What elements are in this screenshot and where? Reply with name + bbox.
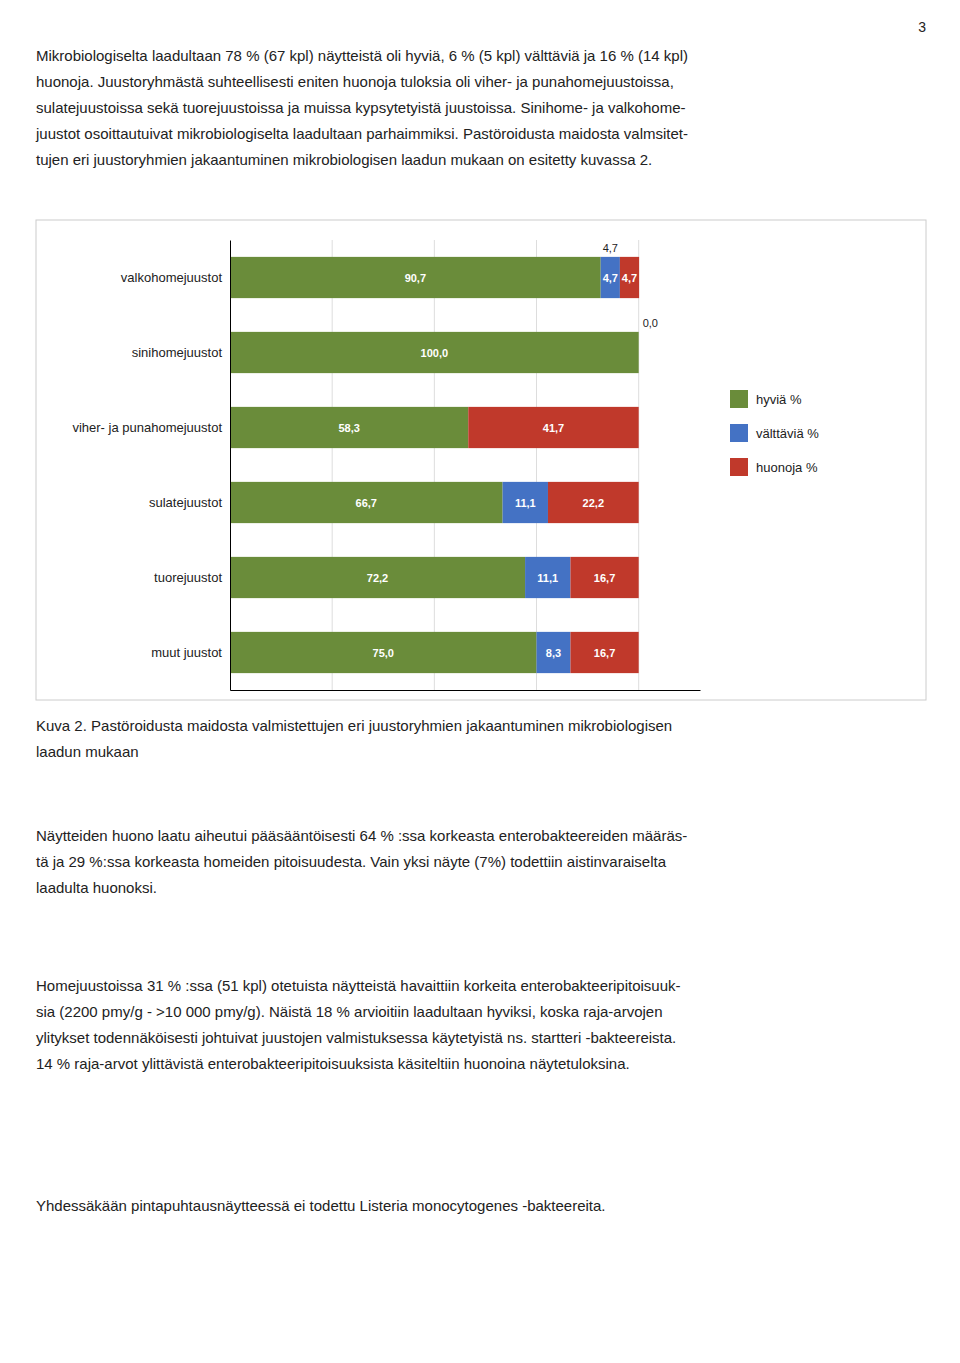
caption-line: Kuva 2. Pastöroidusta maidosta valmistet… (36, 717, 672, 734)
data-label: 66,7 (356, 497, 377, 509)
y-tick: sulatejuustot (149, 495, 222, 510)
data-label: 8,3 (546, 647, 561, 659)
paragraph-line: tä ja 29 %:ssa korkeasta homeiden pitois… (36, 853, 667, 870)
legend-swatch (730, 390, 748, 408)
chart-frame (36, 220, 926, 700)
legend-label: välttäviä % (756, 426, 819, 441)
paragraph-line: Homejuustoissa 31 % :ssa (51 kpl) otetui… (36, 977, 681, 994)
legend-label: huonoja % (756, 460, 818, 475)
bar (548, 482, 639, 523)
bar (230, 482, 503, 523)
data-label: 72,2 (367, 572, 388, 584)
legend-swatch (730, 424, 748, 442)
data-label: 16,7 (594, 572, 615, 584)
data-label: 4,7 (603, 272, 618, 284)
page-number: 3 (918, 19, 926, 35)
paragraph-line: Mikrobiologiselta laadultaan 78 % (67 kp… (36, 47, 688, 64)
y-tick: viher- ja punahomejuustot (72, 420, 222, 435)
y-axis: valkohomejuustot sinihomejuustot viher- ja… (72, 241, 230, 691)
y-tick: sinihomejuustot (132, 345, 223, 360)
grid-line (638, 240, 639, 690)
page: 3 Mikrobiologiselta laadultaan 78 % (67 k… (0, 0, 960, 1363)
y-tick-label: valkohomejuustot (121, 270, 223, 285)
paragraph-line-block: Yhdessäkään pintapuhtausnäytteessä ei to… (36, 1197, 606, 1214)
paragraph-line: juustot osoittautuivat mikrobiologiselta… (35, 125, 688, 142)
data-label: 11,1 (537, 572, 558, 584)
legend-item: välttäviä % (730, 424, 819, 442)
bar (230, 632, 537, 673)
data-label: 4,7 (622, 272, 637, 284)
annotation: 4,7 (603, 242, 618, 254)
bar (638, 332, 639, 373)
bar-series (230, 257, 639, 673)
data-labels: 90,7 100,0 58,3 66,7 72,2 75,0 4,7 11,1 11,1 8,3 4… (338, 272, 658, 659)
annotations: 4,7 (603, 242, 618, 254)
bar (537, 632, 571, 673)
data-label: 75,0 (373, 647, 394, 659)
paragraph-line: 14 % raja-arvot ylittävistä enterobakte… (36, 1055, 630, 1072)
bar (601, 257, 620, 298)
paragraph-line: sia (2200 pmy/g - >10 000 pmy/g). Näistä… (36, 1003, 663, 1020)
data-label: 58,3 (338, 422, 359, 434)
bar (230, 407, 468, 448)
paragraph-line: tujen eri juustoryhmien jakaantuminen mi… (36, 151, 652, 168)
y-axis-line (230, 241, 231, 691)
bar (468, 407, 638, 448)
x-axis (231, 690, 701, 691)
bar (230, 557, 525, 598)
bar-series (468, 257, 639, 673)
y-tick-label: sinihomejuustot (132, 345, 223, 360)
y-tick: tuorejuustot (154, 570, 222, 585)
y-tick-label: muut juustot (151, 645, 222, 660)
data-label: 16,7 (594, 647, 615, 659)
data-label: 22,2 (583, 497, 604, 509)
grid-line (434, 240, 435, 690)
paragraph-line: laadulta huonoksi. (36, 879, 157, 896)
legend-swatch (730, 458, 748, 476)
data-label: 90,7 (405, 272, 426, 284)
y-tick-label: viher- ja punahomejuustot (72, 420, 222, 435)
paragraph-line: Näytteiden huono laatu aiheutui pääsäänt… (36, 827, 687, 844)
x-axis-line (231, 690, 701, 691)
paragraph-line: sulatejuustoissa sekä tuorejuustoissa ja… (36, 99, 685, 116)
bars (230, 257, 639, 673)
y-tick-label: sulatejuustot (149, 495, 222, 510)
paragraph-line-block: Näytteiden huono laatu aiheutui pääsäänt… (36, 827, 687, 896)
caption-line: laadun mukaan (36, 743, 139, 760)
bar-series (503, 257, 620, 673)
bar (525, 557, 570, 598)
bar (503, 482, 548, 523)
data-label: 100,0 (421, 347, 449, 359)
grid-line (536, 240, 537, 690)
grid (332, 240, 639, 690)
bar (570, 557, 638, 598)
paragraph-line-block: Homejuustoissa 31 % :ssa (51 kpl) otetui… (36, 977, 681, 1072)
grid-line (332, 240, 333, 690)
data-label: 0,0 (643, 317, 658, 329)
bar (620, 257, 639, 298)
legend-label: hyviä % (756, 392, 802, 407)
bar (638, 332, 639, 373)
legend-item: hyviä % (730, 390, 802, 408)
paragraph-line-block: Mikrobiologiselta laadultaan 78 % (67 kp… (35, 47, 688, 168)
bar (230, 332, 639, 373)
y-tick: muut juustot (151, 645, 222, 660)
paragraph-line: huonoja. Juustoryhmästä suhteellisesti e… (36, 73, 674, 90)
data-label: 41,7 (543, 422, 564, 434)
caption-line-block: Kuva 2. Pastöroidusta maidosta valmistet… (36, 717, 672, 760)
legend-item: huonoja % (730, 458, 818, 476)
bar (230, 257, 601, 298)
y-tick: valkohomejuustot (121, 270, 223, 285)
paragraph-line: Yhdessäkään pintapuhtausnäytteessä ei to… (36, 1197, 606, 1214)
y-tick-label: tuorejuustot (154, 570, 222, 585)
chart: valkohomejuustot sinihomejuustot viher- ja… (36, 220, 926, 700)
data-label: 11,1 (515, 497, 536, 509)
legend: hyviä % välttäviä % huonoja % (730, 390, 819, 476)
bar (570, 632, 638, 673)
paragraph-line: ylitykset todennäköisesti johtuivat juus… (36, 1029, 676, 1046)
